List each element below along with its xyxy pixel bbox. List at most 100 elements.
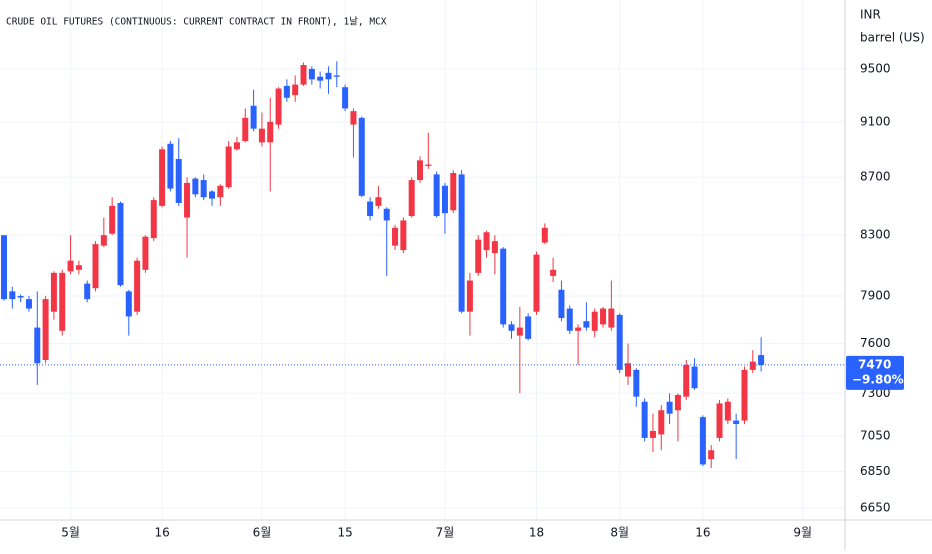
candle-body xyxy=(342,87,349,109)
candle-body xyxy=(674,394,681,411)
candle-body xyxy=(350,111,357,125)
x-tick-label: 5월 xyxy=(61,526,80,540)
candle-body xyxy=(616,314,623,370)
candle-body xyxy=(508,324,515,331)
y-tick-label: 9100 xyxy=(860,114,891,128)
candle-body xyxy=(109,205,116,234)
candle-body xyxy=(25,299,32,309)
candle-body xyxy=(625,363,631,377)
candle-body xyxy=(242,117,249,141)
candle-body xyxy=(392,227,399,246)
candle-body xyxy=(658,410,665,435)
candle-body xyxy=(167,143,174,189)
candle-body xyxy=(749,361,756,370)
x-tick-label: 9월 xyxy=(793,526,812,540)
candle-body xyxy=(649,430,656,438)
x-tick-label: 6월 xyxy=(253,526,272,540)
candle-body xyxy=(283,85,290,98)
last-change-label: −9.80% xyxy=(852,372,904,386)
candle-body xyxy=(225,146,232,188)
candle-body xyxy=(200,180,207,198)
candle-body xyxy=(724,401,731,421)
chart-title: CRUDE OIL FUTURES (CONTINUOUS: CURRENT C… xyxy=(6,17,387,28)
x-tick-label: 18 xyxy=(529,526,544,540)
candle-body xyxy=(300,65,307,85)
candle-body xyxy=(9,291,16,300)
candle-body xyxy=(34,327,41,364)
y-tick-label: 8300 xyxy=(860,228,891,242)
currency-label: INR xyxy=(860,8,881,22)
last-price-label: 7470 xyxy=(858,357,891,371)
x-tick-label: 15 xyxy=(337,526,352,540)
candle-body xyxy=(267,121,274,143)
candle-body xyxy=(317,76,324,81)
candle-body xyxy=(1,235,7,300)
candle-body xyxy=(491,241,498,254)
candle-body xyxy=(408,180,415,217)
candle-body xyxy=(500,248,507,325)
candle-body xyxy=(633,369,640,397)
x-tick-label: 16 xyxy=(154,526,169,540)
candle-body xyxy=(375,197,382,206)
candle-body xyxy=(400,220,407,251)
y-tick-label: 8700 xyxy=(860,170,891,184)
candles xyxy=(1,61,765,469)
candle-body xyxy=(142,236,149,270)
candle-body xyxy=(691,366,698,389)
candle-body xyxy=(150,200,157,239)
candle-body xyxy=(100,235,107,246)
candle-body xyxy=(84,283,91,300)
candle-body xyxy=(450,173,457,211)
candle-body xyxy=(275,88,282,125)
candle-body xyxy=(516,327,523,336)
candle-body xyxy=(583,321,590,328)
candle-body xyxy=(533,254,540,312)
candle-body xyxy=(134,260,141,312)
candle-body xyxy=(175,158,182,203)
candle-body xyxy=(184,182,191,218)
candle-body xyxy=(741,369,748,421)
candle-body xyxy=(333,75,340,77)
candle-body xyxy=(566,308,573,331)
candle-body xyxy=(159,149,166,206)
y-tick-label: 9500 xyxy=(860,61,891,75)
candle-body xyxy=(233,142,240,150)
candle-body xyxy=(683,364,690,397)
candle-body xyxy=(192,178,199,195)
y-tick-label: 7050 xyxy=(860,429,891,443)
candle-body xyxy=(67,260,74,272)
candle-body xyxy=(59,272,66,331)
candle-body xyxy=(417,160,423,181)
y-tick-label: 7600 xyxy=(860,336,891,350)
candle-body xyxy=(17,296,24,298)
candle-body xyxy=(708,450,715,460)
candle-body xyxy=(358,117,365,196)
candle-body xyxy=(525,316,532,339)
candle-body xyxy=(42,299,49,360)
x-tick-label: 16 xyxy=(695,526,710,540)
candle-body xyxy=(558,289,565,319)
candle-body xyxy=(92,244,99,289)
unit-label: barrel (US) xyxy=(860,31,925,45)
candle-body xyxy=(466,280,473,312)
candle-body xyxy=(258,128,265,143)
candle-body xyxy=(591,311,598,331)
candle-body xyxy=(758,355,765,365)
candle-body xyxy=(250,105,257,129)
candle-body xyxy=(325,72,332,80)
candle-body xyxy=(125,291,132,317)
y-tick-label: 7900 xyxy=(860,289,891,303)
last-price-box xyxy=(846,355,904,390)
candle-body xyxy=(209,191,215,199)
candle-body xyxy=(575,327,582,331)
candle-body xyxy=(308,68,315,80)
candle-body xyxy=(441,185,448,214)
candle-body xyxy=(475,239,482,273)
candle-body xyxy=(716,403,723,438)
candle-body xyxy=(433,174,440,217)
candle-body xyxy=(733,420,740,425)
candle-body xyxy=(550,269,557,276)
candle-body xyxy=(292,84,299,96)
